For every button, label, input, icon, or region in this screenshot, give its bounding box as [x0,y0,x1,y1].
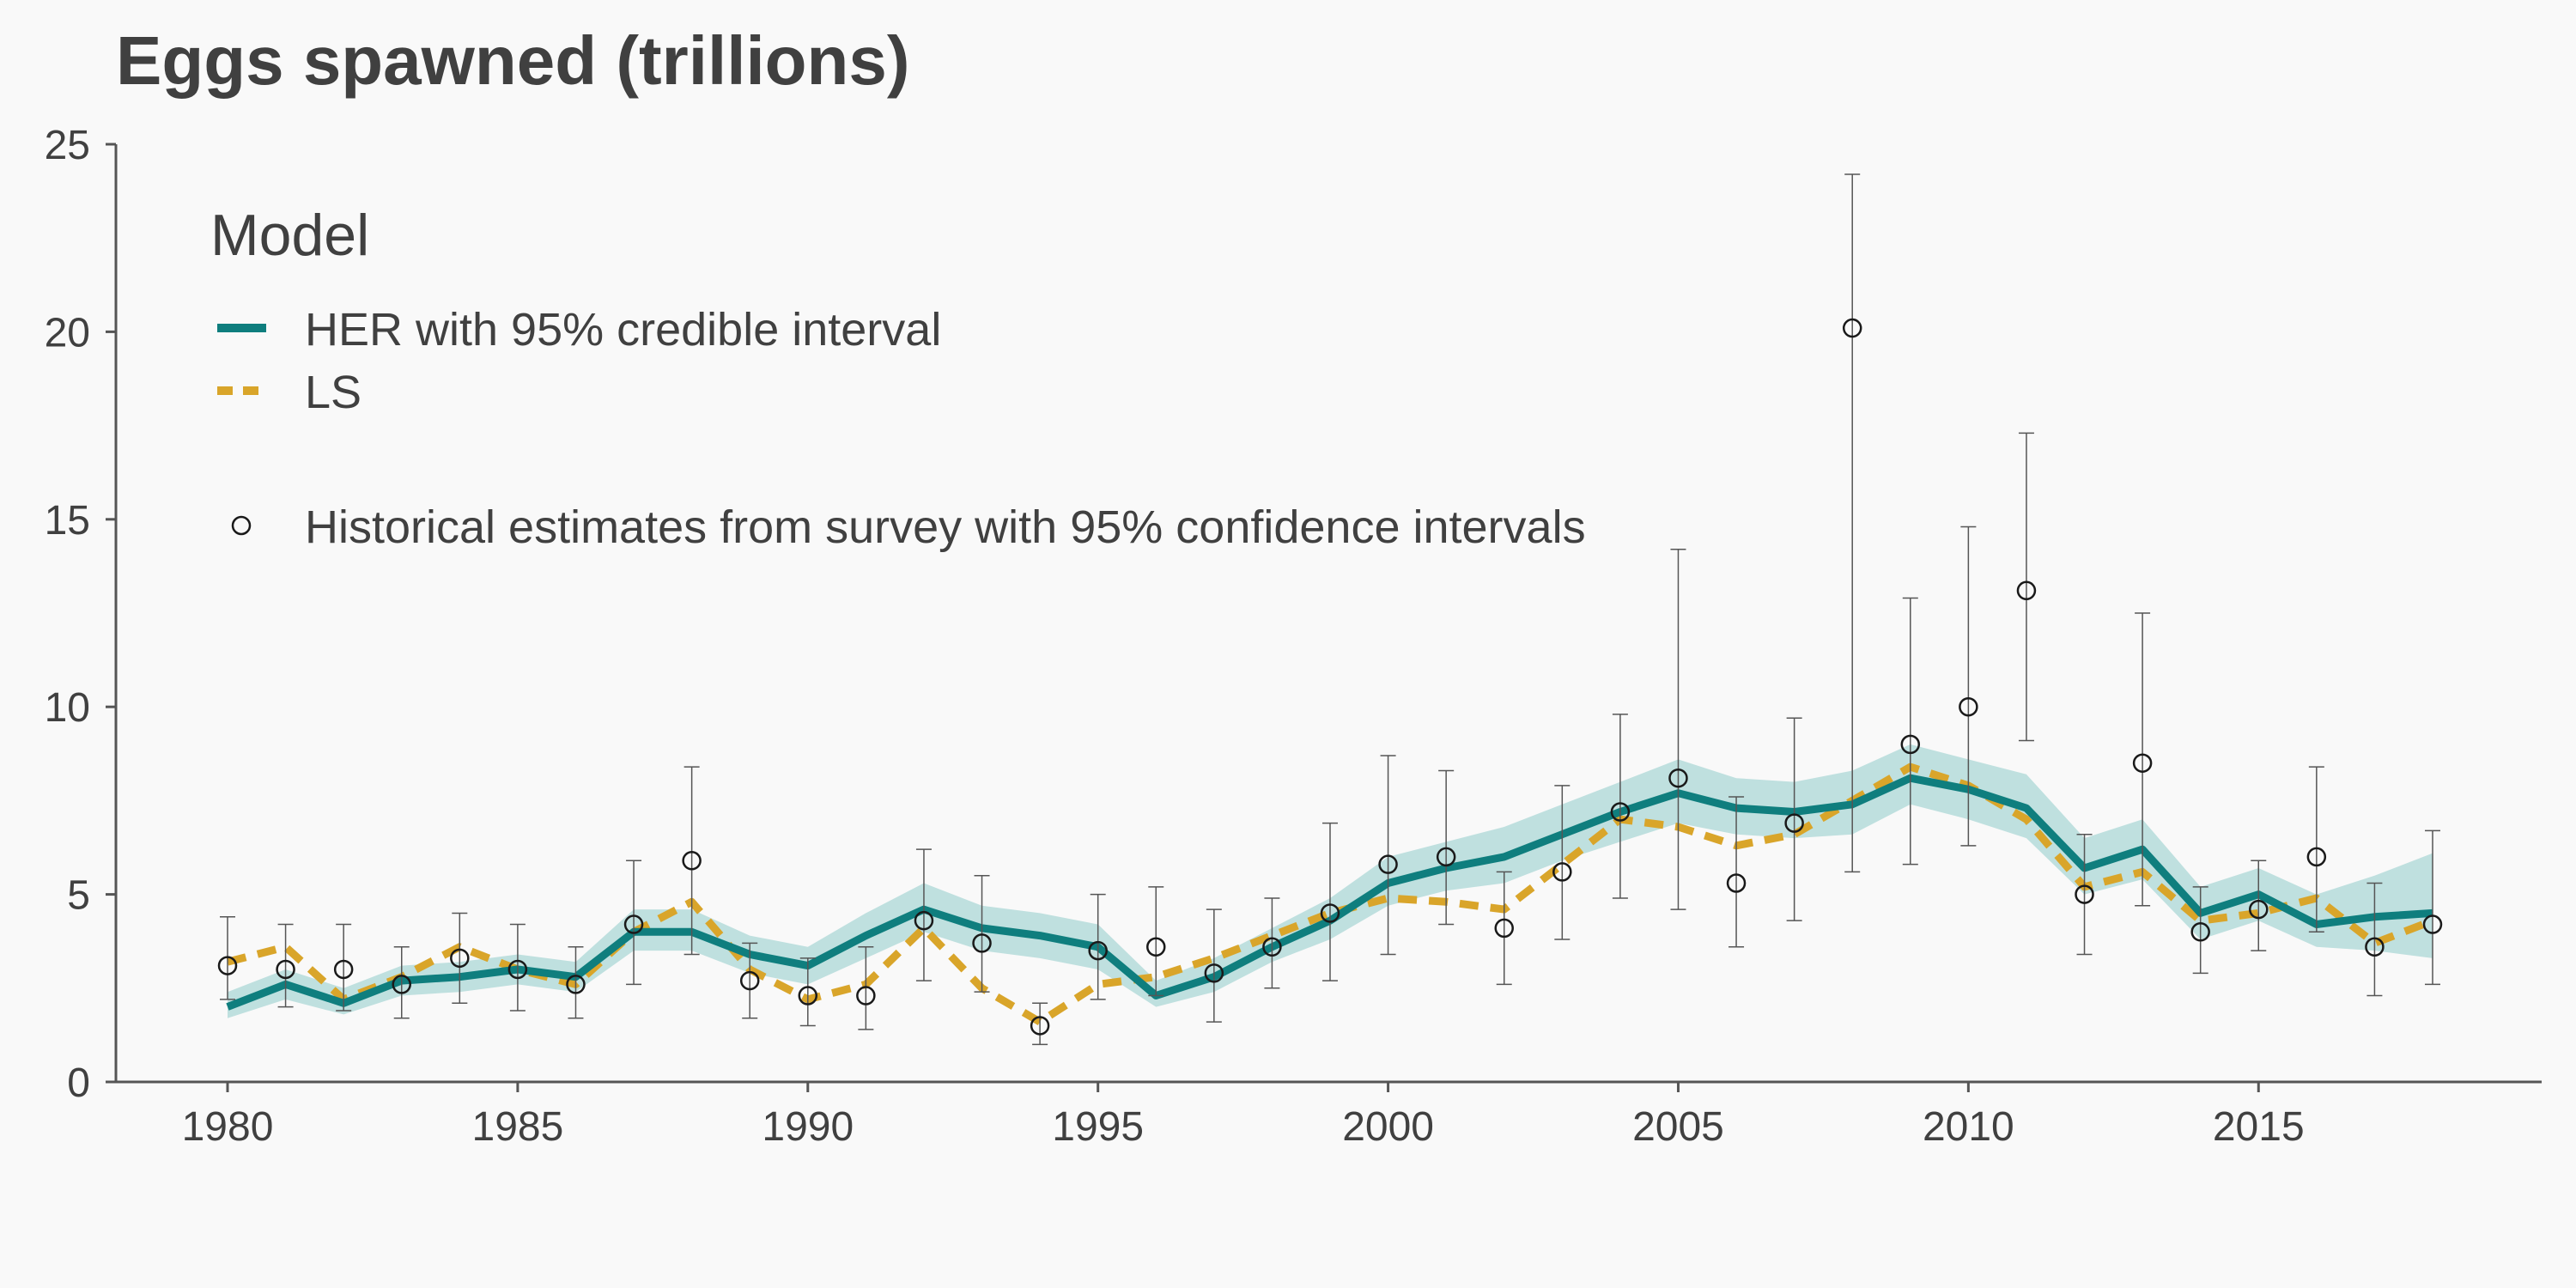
survey-point [2132,753,2153,773]
survey-point [798,986,818,1005]
survey-point [1726,873,1747,893]
survey-point [856,986,876,1005]
survey-point [2075,884,2094,904]
survey-point [2306,847,2327,867]
legend-survey-symbol [231,515,252,536]
chart-title: Eggs spawned (trillions) [116,22,910,99]
survey-point [276,959,295,980]
x-tick-label: 1980 [182,1104,274,1150]
legend: Model HER with 95% credible interval LS … [210,203,1586,553]
survey-point [2422,914,2443,934]
survey-point [2190,922,2210,942]
her-credible-band [228,744,2433,1018]
survey-point [450,948,470,969]
survey-point [1610,802,1631,822]
survey-point [1320,903,1340,923]
survey-point [1436,847,1456,867]
y-tick-label: 0 [67,1060,90,1106]
ls-line [226,762,2434,1026]
x-tick-label: 1995 [1052,1104,1144,1150]
x-tick-label: 2010 [1923,1104,2014,1150]
survey-point [2249,899,2269,920]
survey-point [1900,734,1921,755]
x-tick-label: 2015 [2213,1104,2305,1150]
survey-point [682,851,702,871]
survey-point [623,914,644,934]
survey-point [914,910,934,931]
y-tick-label: 10 [45,685,90,731]
x-tick-label: 1985 [472,1104,564,1150]
survey-point [739,970,760,991]
ls-layer [226,762,2434,1026]
survey-point [2365,937,2385,957]
survey-point [392,975,411,994]
y-tick-label: 5 [67,873,90,919]
y-tick-label: 20 [45,310,90,355]
x-tick-label: 2005 [1632,1104,1724,1150]
survey-point [1494,918,1514,939]
legend-survey-label: Historical estimates from survey with 95… [305,501,1586,553]
survey-point [566,975,586,994]
legend-title: Model [210,203,369,268]
survey-point [2016,580,2037,601]
survey-point [1668,768,1688,788]
credible-interval-layer [228,744,2433,1018]
legend-ls-label: LS [305,367,361,418]
survey-point [1959,696,1978,717]
survey-point [1088,940,1108,961]
survey-point [1784,813,1804,833]
survey-point [1146,937,1166,957]
survey-point [1204,963,1224,983]
survey-point [333,959,354,980]
survey-point [1552,862,1572,882]
axes-layer: 0 5 10 15 20 25 1980 1985 1990 1995 2000 2005 2010 20… [45,123,2542,1150]
x-tick-label: 1990 [762,1104,854,1150]
survey-point [1378,854,1398,874]
legend-her-label: HER with 95% credible interval [305,304,941,355]
x-tick-label: 2000 [1342,1104,1434,1150]
survey-point [217,956,238,975]
y-tick-label: 25 [45,123,90,168]
survey-point [507,959,528,980]
survey-point [1030,1016,1050,1036]
survey-point [1262,937,1282,957]
survey-layer [217,173,2443,1046]
survey-point [1842,318,1862,338]
survey-point [972,933,992,953]
y-tick-label: 15 [45,498,90,544]
